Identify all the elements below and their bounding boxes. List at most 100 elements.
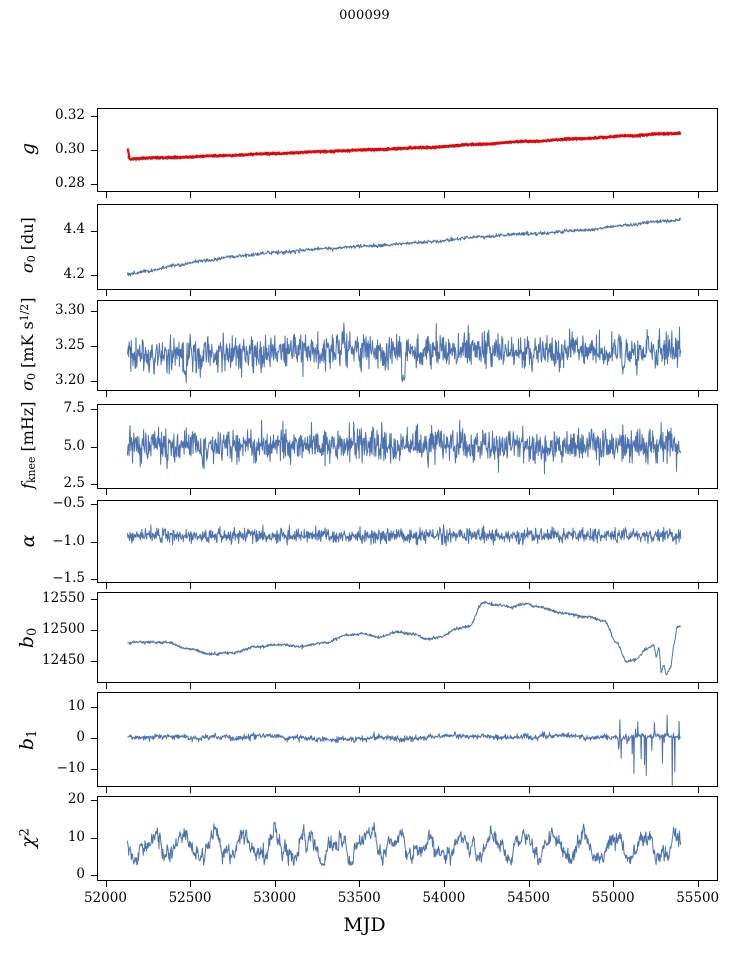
plot-panel-alpha bbox=[97, 500, 718, 583]
y-tick-mark-alpha-2 bbox=[91, 504, 97, 506]
plot-panel-fknee bbox=[97, 404, 718, 489]
x-tick-mark-b1-5 bbox=[528, 787, 530, 793]
x-tick-mark-b0-4 bbox=[443, 683, 445, 689]
panel-curves-sigma0_mKs bbox=[126, 322, 682, 384]
y-tick-mark-chi2-1 bbox=[91, 837, 97, 839]
y-tick-label-fknee-1: 5.0 bbox=[63, 437, 85, 454]
panel-frame-gain bbox=[97, 108, 718, 192]
y-tick-label-sigma0_mKs-0: 3.20 bbox=[54, 371, 85, 388]
x-tick-mark-sigma0_du-2 bbox=[274, 290, 276, 296]
x-tick-mark-sigma0_mKs-3 bbox=[359, 391, 361, 397]
plot-panel-b1 bbox=[97, 692, 718, 787]
y-tick-mark-b1-1 bbox=[91, 738, 97, 740]
x-tick-mark-alpha-7 bbox=[697, 583, 699, 589]
x-tick-mark-b1-0 bbox=[105, 787, 107, 793]
panel-frame-sigma0_du bbox=[97, 204, 718, 290]
x-tick-mark-alpha-5 bbox=[528, 583, 530, 589]
y-tick-mark-b1-2 bbox=[91, 707, 97, 709]
x-tick-label-0: 52000 bbox=[83, 890, 127, 906]
y-tick-mark-alpha-0 bbox=[91, 578, 97, 580]
y-axis-label-chi2: χ2 bbox=[17, 827, 39, 848]
y-tick-label-sigma0_mKs-1: 3.25 bbox=[54, 336, 85, 353]
x-tick-mark-fknee-3 bbox=[359, 489, 361, 495]
y-tick-label-fknee-0: 2.5 bbox=[63, 475, 85, 492]
x-tick-mark-fknee-0 bbox=[105, 489, 107, 495]
y-tick-mark-b0-2 bbox=[91, 599, 97, 601]
x-tick-mark-alpha-3 bbox=[359, 583, 361, 589]
y-tick-mark-fknee-0 bbox=[91, 484, 97, 486]
y-tick-label-fknee-2: 7.5 bbox=[63, 399, 85, 416]
series-b0 bbox=[127, 600, 681, 676]
y-tick-mark-alpha-1 bbox=[91, 541, 97, 543]
x-tick-mark-fknee-2 bbox=[274, 489, 276, 495]
y-tick-mark-b0-1 bbox=[91, 630, 97, 632]
y-tick-label-b1-0: −10 bbox=[56, 759, 86, 776]
panel-curves-b1 bbox=[127, 714, 682, 787]
series-sigma0_du bbox=[126, 217, 681, 277]
x-tick-mark-gain-5 bbox=[528, 192, 530, 198]
y-tick-mark-sigma0_mKs-2 bbox=[91, 310, 97, 312]
x-tick-label-7: 55500 bbox=[676, 890, 720, 906]
x-tick-mark-alpha-1 bbox=[190, 583, 192, 589]
x-tick-mark-gain-0 bbox=[105, 192, 107, 198]
x-tick-mark-fknee-5 bbox=[528, 489, 530, 495]
x-tick-mark-chi2-1 bbox=[190, 881, 192, 887]
y-tick-label-alpha-2: −0.5 bbox=[52, 495, 85, 512]
x-axis-label: MJD bbox=[343, 914, 386, 936]
x-tick-mark-b1-6 bbox=[613, 787, 615, 793]
y-tick-label-chi2-2: 20 bbox=[67, 790, 85, 807]
x-tick-mark-sigma0_du-5 bbox=[528, 290, 530, 296]
x-tick-mark-b0-0 bbox=[105, 683, 107, 689]
x-tick-mark-chi2-3 bbox=[359, 881, 361, 887]
x-tick-label-4: 54000 bbox=[422, 890, 466, 906]
x-tick-mark-gain-7 bbox=[697, 192, 699, 198]
x-tick-mark-sigma0_du-7 bbox=[697, 290, 699, 296]
y-tick-label-sigma0_du-0: 4.2 bbox=[63, 265, 85, 282]
y-tick-label-b1-2: 10 bbox=[67, 698, 85, 715]
x-tick-mark-sigma0_du-3 bbox=[359, 290, 361, 296]
x-tick-mark-alpha-0 bbox=[105, 583, 107, 589]
x-tick-label-6: 55000 bbox=[591, 890, 635, 906]
series-alpha bbox=[126, 524, 682, 547]
x-tick-mark-sigma0_mKs-6 bbox=[613, 391, 615, 397]
y-tick-label-b0-0: 12450 bbox=[42, 652, 85, 669]
x-tick-label-5: 54500 bbox=[507, 890, 550, 906]
x-tick-mark-alpha-2 bbox=[274, 583, 276, 589]
x-tick-mark-chi2-6 bbox=[613, 881, 615, 887]
plot-panel-sigma0_mKs bbox=[97, 300, 718, 391]
panel-curves-sigma0_du bbox=[126, 217, 681, 277]
x-tick-mark-b1-1 bbox=[190, 787, 192, 793]
x-tick-mark-chi2-7 bbox=[697, 881, 699, 887]
x-tick-mark-fknee-1 bbox=[190, 489, 192, 495]
x-tick-mark-chi2-5 bbox=[528, 881, 530, 887]
series-sigma0_mKs bbox=[126, 322, 682, 384]
panel-frame-b0 bbox=[97, 592, 718, 683]
x-tick-mark-b1-4 bbox=[443, 787, 445, 793]
plot-panel-b0 bbox=[97, 592, 718, 683]
series-g_fit bbox=[126, 131, 682, 161]
x-tick-mark-gain-4 bbox=[443, 192, 445, 198]
x-tick-mark-sigma0_mKs-1 bbox=[190, 391, 192, 397]
y-tick-mark-gain-0 bbox=[91, 183, 97, 185]
x-tick-mark-sigma0_du-4 bbox=[443, 290, 445, 296]
y-tick-label-chi2-1: 10 bbox=[67, 828, 85, 845]
x-tick-label-2: 53000 bbox=[253, 890, 297, 906]
y-tick-mark-sigma0_du-1 bbox=[91, 230, 97, 232]
y-tick-label-b0-2: 12550 bbox=[42, 590, 85, 607]
x-tick-mark-sigma0_mKs-7 bbox=[697, 391, 699, 397]
panel-curves-b0 bbox=[127, 600, 681, 676]
x-tick-mark-b0-2 bbox=[274, 683, 276, 689]
y-tick-mark-fknee-1 bbox=[91, 446, 97, 448]
x-tick-mark-chi2-4 bbox=[443, 881, 445, 887]
x-tick-mark-sigma0_du-6 bbox=[613, 290, 615, 296]
y-tick-mark-gain-1 bbox=[91, 150, 97, 152]
y-tick-mark-gain-2 bbox=[91, 116, 97, 118]
x-tick-mark-alpha-6 bbox=[613, 583, 615, 589]
x-tick-label-3: 53500 bbox=[337, 890, 381, 906]
y-tick-mark-b1-0 bbox=[91, 768, 97, 770]
series-b1 bbox=[127, 714, 682, 787]
y-tick-label-alpha-1: −1.0 bbox=[52, 532, 85, 549]
x-tick-mark-b0-6 bbox=[613, 683, 615, 689]
x-tick-mark-b0-3 bbox=[359, 683, 361, 689]
